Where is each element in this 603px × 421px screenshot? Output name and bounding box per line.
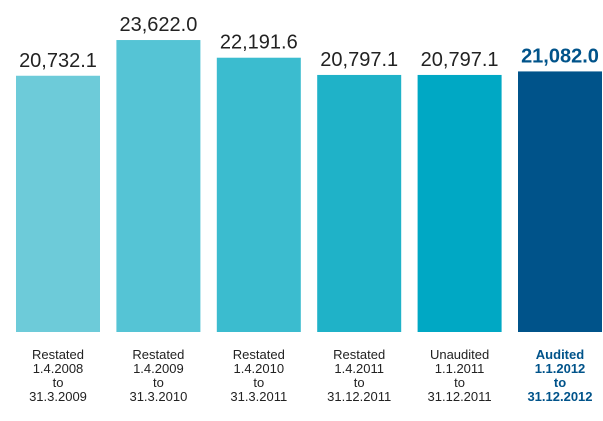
x-tick-label: Restated 1.4.2010 to 31.3.2011 xyxy=(230,347,288,404)
value-label: 23,622.0 xyxy=(119,14,197,36)
value-label: 21,082.0 xyxy=(521,45,599,67)
value-label: 20,797.1 xyxy=(320,49,398,71)
x-tick-label: Restated 1.4.2008 to 31.3.2009 xyxy=(29,347,87,404)
x-tick-label: Restated 1.4.2009 to 31.3.2010 xyxy=(129,347,188,404)
value-label: 20,732.1 xyxy=(19,50,97,72)
bar xyxy=(518,71,602,332)
value-label: 20,797.1 xyxy=(421,49,499,71)
bar xyxy=(216,57,301,332)
bar xyxy=(317,74,402,332)
bar xyxy=(116,40,201,333)
x-tick-label: Unaudited 1.1.2011 to 31.12.2011 xyxy=(427,347,492,404)
value-label: 22,191.6 xyxy=(220,32,298,54)
x-tick-label: Audited 1.1.2012 to 31.12.2012 xyxy=(527,347,593,404)
x-tick-label: Restated 1.4.2011 to 31.12.2011 xyxy=(327,347,392,404)
bar xyxy=(417,74,502,332)
bar xyxy=(16,75,100,332)
